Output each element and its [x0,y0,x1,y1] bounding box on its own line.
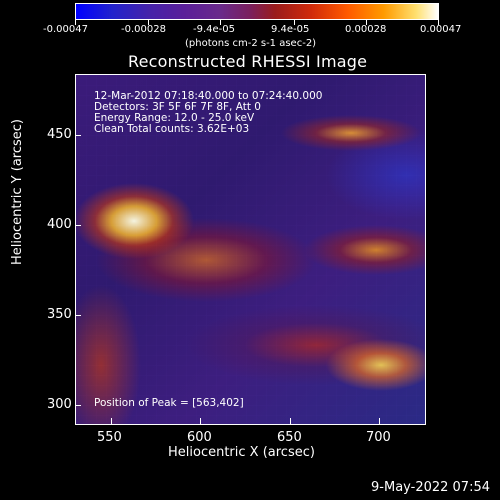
y-axis-tick-mark [75,225,81,226]
x-axis-tick-mark [379,418,380,424]
y-axis-label: Heliocentric Y (arcsec) [10,119,25,265]
colorbar-tick-label: 9.4e-05 [271,24,310,35]
colorbar-tick-mark [220,20,221,25]
y-axis-tick-label: 300 [47,397,72,412]
peak-position-text: Position of Peak = [563,402] [94,397,244,409]
clean-counts-text: Clean Total counts: 3.62E+03 [94,123,250,135]
y-axis-tick-label: 350 [47,307,72,322]
colorbar-tick-mark [75,20,76,25]
x-axis-tick-label: 650 [277,430,302,445]
colorbar-tick-label: -0.00028 [121,24,166,35]
y-axis-tick-mark [75,315,81,316]
x-axis-tick-mark [200,418,201,424]
colorbar-tick-mark [148,20,149,25]
time-range-text: 12-Mar-2012 07:18:40.000 to 07:24:40.000 [94,90,323,102]
detectors-text: Detectors: 3F 5F 6F 7F 8F, Att 0 [94,101,261,113]
y-axis-tick-label: 450 [47,127,72,142]
x-axis-tick-label: 600 [187,430,212,445]
x-axis-tick-mark [290,418,291,424]
colorbar-units: (photons cm-2 s-1 asec-2) [185,38,317,49]
y-axis-tick-mark [75,135,81,136]
colorbar-tick-mark [366,20,367,25]
colorbar [75,3,439,20]
plot-timestamp: 9-May-2022 07:54 [371,480,490,495]
colorbar-tick-label: 0.00028 [345,24,387,35]
colorbar-tick-mark [438,20,439,25]
solar-image-plot [75,74,426,425]
x-axis-tick-label: 700 [366,430,391,445]
x-axis-label: Heliocentric X (arcsec) [168,445,315,460]
colorbar-tick-label: -9.4e-05 [193,24,235,35]
image-title: Reconstructed RHESSI Image [128,52,368,71]
energy-range-text: Energy Range: 12.0 - 25.0 keV [94,112,255,124]
colorbar-tick-label: -0.00047 [43,24,88,35]
y-axis-tick-mark [75,405,81,406]
x-axis-tick-mark [111,418,112,424]
y-axis-tick-label: 400 [47,217,72,232]
x-axis-tick-label: 550 [97,430,122,445]
colorbar-tick-label: 0.00047 [420,24,462,35]
colorbar-tick-mark [294,20,295,25]
